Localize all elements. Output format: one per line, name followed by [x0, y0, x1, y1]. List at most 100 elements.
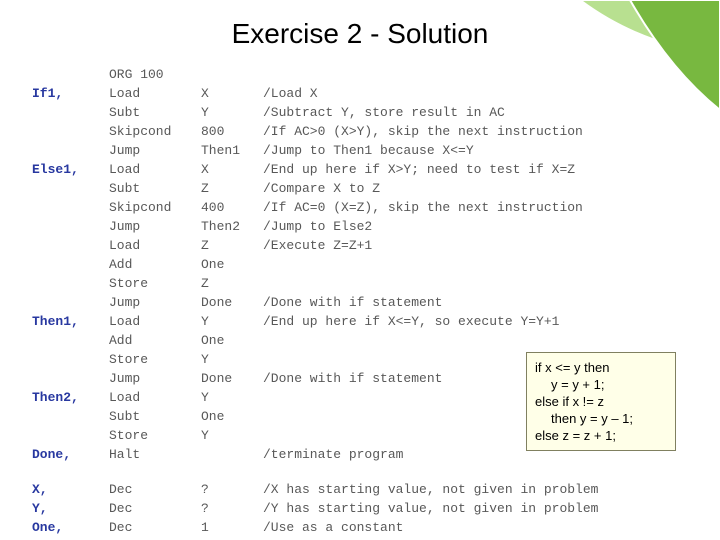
- code-row: If1,LoadX/Load X: [32, 85, 598, 102]
- code-comment: /X has starting value, not given in prob…: [263, 481, 598, 498]
- code-comment: /Done with if statement: [263, 294, 598, 311]
- code-comment: [263, 66, 598, 83]
- code-label: Y,: [32, 500, 107, 517]
- code-row: JumpThen2/Jump to Else2: [32, 218, 598, 235]
- code-opcode: Dec: [109, 481, 199, 498]
- code-row: JumpThen1/Jump to Then1 because X<=Y: [32, 142, 598, 159]
- code-operand: X: [201, 161, 261, 178]
- code-label: [32, 256, 107, 273]
- code-opcode: Add: [109, 332, 199, 349]
- code-comment: /If AC=0 (X=Z), skip the next instructio…: [263, 199, 598, 216]
- code-row: JumpDone/Done with if statement: [32, 370, 598, 387]
- code-operand: Z: [201, 275, 261, 292]
- code-operand: Then1: [201, 142, 261, 159]
- code-opcode: Load: [109, 237, 199, 254]
- code-row: StoreY: [32, 427, 598, 444]
- code-operand: Y: [201, 389, 261, 406]
- pseudocode-box: if x <= y theny = y + 1;else if x != zth…: [526, 352, 676, 451]
- code-label: [32, 427, 107, 444]
- code-operand: Z: [201, 237, 261, 254]
- code-label: Then1,: [32, 313, 107, 330]
- code-row: StoreZ: [32, 275, 598, 292]
- code-comment: [263, 332, 598, 349]
- code-opcode: Halt: [109, 446, 199, 463]
- code-row: LoadZ/Execute Z=Z+1: [32, 237, 598, 254]
- pseudocode-line: else z = z + 1;: [535, 427, 667, 444]
- code-label: [32, 294, 107, 311]
- code-label: X,: [32, 481, 107, 498]
- code-comment: /End up here if X>Y; need to test if X=Z: [263, 161, 598, 178]
- code-label: Else1,: [32, 161, 107, 178]
- code-opcode: Load: [109, 85, 199, 102]
- pseudocode-line: y = y + 1;: [535, 376, 667, 393]
- code-comment: /Y has starting value, not given in prob…: [263, 500, 598, 517]
- code-operand: [201, 446, 261, 463]
- code-label: [32, 237, 107, 254]
- code-opcode: Jump: [109, 294, 199, 311]
- code-label: Then2,: [32, 389, 107, 406]
- code-row: AddOne: [32, 332, 598, 349]
- code-opcode: Subt: [109, 180, 199, 197]
- code-opcode: Skipcond: [109, 199, 199, 216]
- code-row: Y,Dec?/Y has starting value, not given i…: [32, 500, 598, 517]
- code-operand: 800: [201, 123, 261, 140]
- code-opcode: Skipcond: [109, 123, 199, 140]
- code-opcode: Store: [109, 351, 199, 368]
- assembly-listing: ORG 100If1,LoadX/Load XSubtY/Subtract Y,…: [30, 64, 600, 538]
- code-row: One,Dec1/Use as a constant: [32, 519, 598, 536]
- blank-row: [32, 465, 598, 479]
- code-opcode: Load: [109, 389, 199, 406]
- code-opcode: Jump: [109, 218, 199, 235]
- code-label: [32, 275, 107, 292]
- code-operand: 400: [201, 199, 261, 216]
- code-comment: /End up here if X<=Y, so execute Y=Y+1: [263, 313, 598, 330]
- code-comment: /Jump to Then1 because X<=Y: [263, 142, 598, 159]
- code-row: ORG 100: [32, 66, 598, 83]
- code-label: Done,: [32, 446, 107, 463]
- code-operand: X: [201, 85, 261, 102]
- code-row: Then2,LoadY: [32, 389, 598, 406]
- code-label: One,: [32, 519, 107, 536]
- code-operand: Y: [201, 351, 261, 368]
- code-row: X,Dec?/X has starting value, not given i…: [32, 481, 598, 498]
- code-comment: /Load X: [263, 85, 598, 102]
- code-row: SubtZ/Compare X to Z: [32, 180, 598, 197]
- code-opcode: Dec: [109, 519, 199, 536]
- code-row: Skipcond800/If AC>0 (X>Y), skip the next…: [32, 123, 598, 140]
- code-label: [32, 351, 107, 368]
- code-row: StoreY: [32, 351, 598, 368]
- code-opcode: Load: [109, 161, 199, 178]
- code-row: SubtOne: [32, 408, 598, 425]
- code-label: [32, 218, 107, 235]
- code-row: Then1,LoadY/End up here if X<=Y, so exec…: [32, 313, 598, 330]
- code-opcode: Add: [109, 256, 199, 273]
- code-operand: Then2: [201, 218, 261, 235]
- code-row: AddOne: [32, 256, 598, 273]
- code-row: JumpDone/Done with if statement: [32, 294, 598, 311]
- code-operand: ?: [201, 481, 261, 498]
- code-operand: ?: [201, 500, 261, 517]
- code-comment: /Subtract Y, store result in AC: [263, 104, 598, 121]
- pseudocode-line: then y = y – 1;: [535, 410, 667, 427]
- code-row: SubtY/Subtract Y, store result in AC: [32, 104, 598, 121]
- code-label: [32, 104, 107, 121]
- pseudocode-line: if x <= y then: [535, 359, 667, 376]
- code-operand: Y: [201, 427, 261, 444]
- code-opcode: Subt: [109, 104, 199, 121]
- code-comment: [263, 275, 598, 292]
- code-operand: Z: [201, 180, 261, 197]
- code-comment: /Jump to Else2: [263, 218, 598, 235]
- code-row: Else1,LoadX/End up here if X>Y; need to …: [32, 161, 598, 178]
- code-opcode: Load: [109, 313, 199, 330]
- code-label: [32, 66, 107, 83]
- code-operand: Y: [201, 104, 261, 121]
- code-opcode: ORG 100: [109, 66, 199, 83]
- code-label: [32, 180, 107, 197]
- code-operand: Done: [201, 294, 261, 311]
- code-row: Skipcond400/If AC=0 (X=Z), skip the next…: [32, 199, 598, 216]
- code-opcode: Subt: [109, 408, 199, 425]
- code-label: [32, 123, 107, 140]
- code-operand: [201, 66, 261, 83]
- code-label: [32, 199, 107, 216]
- code-comment: /Execute Z=Z+1: [263, 237, 598, 254]
